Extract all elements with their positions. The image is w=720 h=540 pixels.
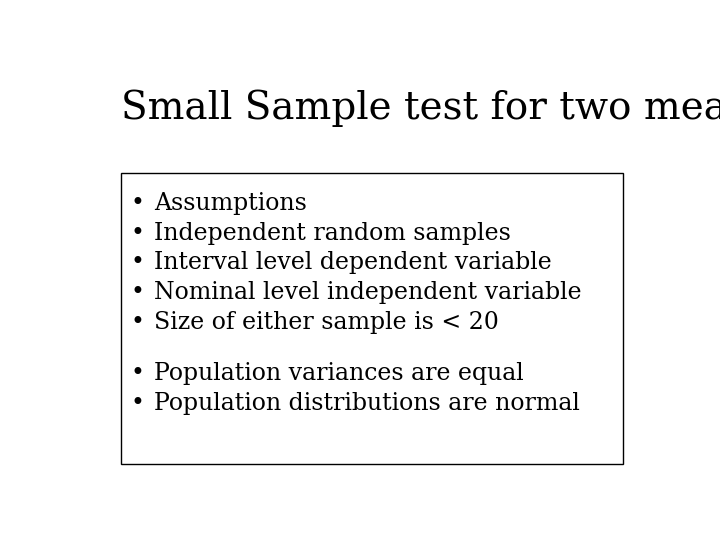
Text: •: • [130,281,145,305]
Text: •: • [130,221,145,245]
Bar [121,173,623,464]
Text: Size of either sample is < 20: Size of either sample is < 20 [154,312,499,334]
Text: •: • [130,252,145,274]
Text: Small Sample test for two means: Small Sample test for two means [121,90,720,127]
Text: •: • [130,362,145,385]
Text: Nominal level independent variable: Nominal level independent variable [154,281,582,305]
Text: •: • [130,192,145,214]
Text: •: • [130,392,145,415]
Text: Assumptions: Assumptions [154,192,307,214]
Text: Independent random samples: Independent random samples [154,221,511,245]
Text: Population variances are equal: Population variances are equal [154,362,524,385]
Text: •: • [130,312,145,334]
Text: Interval level dependent variable: Interval level dependent variable [154,252,552,274]
Text: Population distributions are normal: Population distributions are normal [154,392,580,415]
